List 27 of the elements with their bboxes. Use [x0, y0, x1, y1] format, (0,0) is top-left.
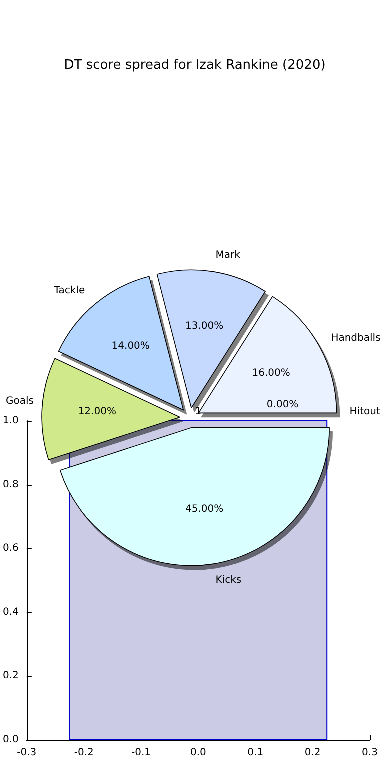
slice-label: Kicks [216, 575, 242, 586]
slice-label: Tackle [53, 286, 86, 297]
x-tick-label: -0.3 [17, 748, 37, 758]
x-tick-label: 0.2 [304, 748, 321, 758]
x-tick-label: -0.1 [132, 748, 152, 758]
text: 0.00% [266, 400, 299, 410]
data-label: 45.00% [185, 504, 224, 516]
slice-label: Mark [216, 250, 241, 261]
y-tick-label: 0.6 [2, 543, 19, 554]
y-tick-label: 0.2 [2, 670, 19, 682]
category-label: Hitout [350, 406, 380, 418]
data-label: 16.00% [252, 368, 290, 379]
y-tick-label: 0.8 [2, 479, 19, 490]
data-label: 1 [195, 406, 202, 418]
y-tick-label: 1.0 [2, 416, 19, 426]
slice-label: Handballs [331, 333, 381, 344]
data-label: 12.00% [78, 406, 116, 418]
y-tick-label: 0.4 [2, 606, 19, 618]
x-tick-label: 0.3 [362, 748, 378, 758]
chart-title: DT score spread for Izak Rankine (2020) [64, 58, 326, 73]
slice-label: Goals [6, 396, 34, 408]
data-label: 14.00% [112, 340, 150, 352]
x-tick-label: -0.2 [74, 748, 94, 758]
y-tick-label: 0.0 [2, 734, 19, 746]
x-tick-label: 0.0 [190, 748, 206, 758]
data-label: 13.00% [185, 320, 224, 332]
x-tick-label: 0.1 [248, 748, 264, 758]
